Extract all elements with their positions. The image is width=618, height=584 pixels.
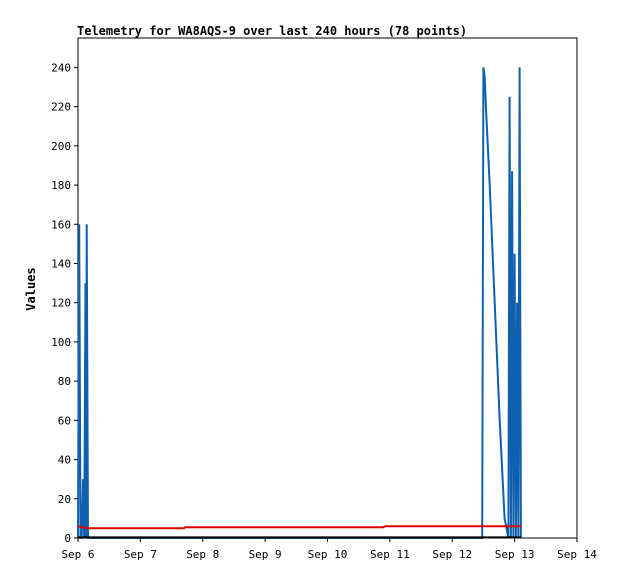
y-tick-label: 40 <box>58 454 71 467</box>
x-tick-label: Sep 14 <box>557 548 597 561</box>
y-tick-label: 20 <box>58 493 71 506</box>
x-tick-label: Sep 7 <box>124 548 157 561</box>
y-tick-label: 80 <box>58 375 71 388</box>
x-tick-label: Sep 13 <box>495 548 535 561</box>
x-tick-label: Sep 12 <box>432 548 472 561</box>
y-tick-label: 160 <box>51 218 71 231</box>
x-tick-label: Sep 8 <box>186 548 219 561</box>
x-tick-label: Sep 6 <box>61 548 94 561</box>
y-axis: 0 20 40 60 80 100 120 140 160 180 200 220 240 <box>51 61 78 545</box>
y-tick-label: 60 <box>58 414 71 427</box>
y-tick-label: 220 <box>51 101 71 114</box>
y-tick-label: 0 <box>64 532 71 545</box>
y-tick-label: 100 <box>51 336 71 349</box>
chart-title: Telemetry for WA8AQS-9 over last 240 hou… <box>77 24 467 38</box>
y-tick-label: 140 <box>51 257 71 270</box>
y-axis-title: Values <box>24 267 38 310</box>
series-line-2 <box>77 525 521 530</box>
series-line-1 <box>77 67 522 539</box>
y-tick-label: 120 <box>51 297 71 310</box>
x-tick-label: Sep 11 <box>370 548 410 561</box>
x-axis: Sep 6 Sep 7 Sep 8 Sep 9 Sep 10 Sep 11 Sep 12 Se… <box>61 538 597 561</box>
y-tick-label: 200 <box>51 140 71 153</box>
x-tick-label: Sep 9 <box>249 548 282 561</box>
series-group <box>77 67 522 539</box>
y-tick-label: 180 <box>51 179 71 192</box>
x-tick-label: Sep 10 <box>308 548 348 561</box>
y-tick-label: 240 <box>51 61 71 74</box>
